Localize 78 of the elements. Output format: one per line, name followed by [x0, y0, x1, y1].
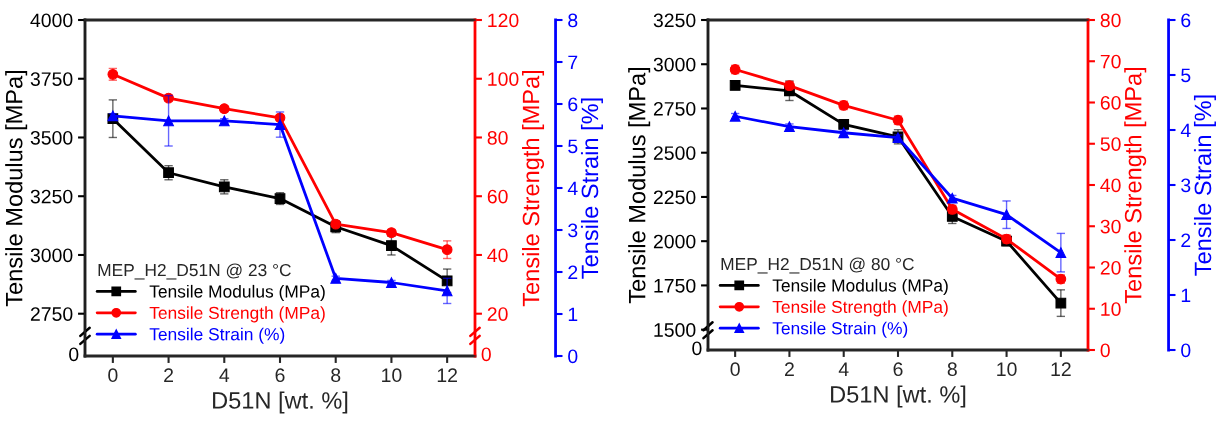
- y3-tick-label: 6: [568, 97, 578, 112]
- x-tick-label: 12: [1051, 362, 1071, 376]
- y-tick-label: 3000: [653, 57, 696, 72]
- y2-tick-label: 80: [487, 130, 508, 145]
- y3-tick-label: 2: [1181, 233, 1191, 248]
- y-tick-label: 1500: [654, 323, 696, 337]
- legend-label: Tensile Modulus (MPa): [149, 284, 325, 302]
- y3-tick-label: 0: [568, 349, 578, 364]
- x-tick-label: 6: [893, 362, 903, 377]
- y-tick-label: 2750: [30, 307, 73, 321]
- y-tick-label: 3000: [30, 248, 73, 263]
- legend-label: Tensile Modulus (MPa): [772, 278, 948, 296]
- y3-axis-title: Tensile Strain [%]: [1193, 95, 1216, 276]
- y3-tick-label: 1: [1181, 288, 1191, 303]
- x-tick-label: 6: [275, 368, 285, 383]
- x-tick-label: 10: [382, 368, 402, 383]
- y3-tick-label: 0: [1181, 343, 1191, 358]
- legend-label: Tensile Strength (MPa): [772, 300, 948, 317]
- text: 0: [69, 347, 79, 362]
- y2-tick-label: 60: [1100, 95, 1121, 110]
- x-tick-label: 4: [219, 368, 230, 382]
- x-tick-label: 0: [108, 368, 118, 383]
- y2-axis-title: Tensile Strength [MPa]: [522, 70, 545, 307]
- y3-tick-label: 3: [568, 223, 578, 238]
- y-tick-label: 3500: [30, 130, 73, 145]
- y3-tick-label: 1: [568, 307, 578, 322]
- y-tick-label: 2750: [653, 101, 696, 116]
- y-tick-label: 1750: [654, 278, 696, 293]
- y3-tick-label: 3: [1181, 178, 1191, 193]
- y2-tick-label: 50: [1100, 137, 1121, 151]
- legend-label: Tensile Strain (%): [772, 321, 908, 338]
- x-tick-label: 8: [947, 362, 957, 377]
- text: 0: [481, 347, 491, 362]
- y-tick-label: 3250: [30, 189, 73, 204]
- y-tick-label: 4000: [30, 13, 73, 28]
- y-tick-label: 3250: [653, 13, 696, 28]
- y2-tick-label: 40: [1100, 178, 1121, 193]
- y2-tick-label: 40: [487, 248, 508, 263]
- x-tick-label: 8: [331, 368, 341, 383]
- text: 0: [692, 341, 702, 356]
- y-axis-title: Tensile Modulus [MPa]: [5, 70, 28, 307]
- x-tick-label: 2: [164, 368, 173, 382]
- x-tick-label: 10: [997, 362, 1017, 377]
- y3-axis-title: Tensile Strain [%]: [580, 98, 603, 279]
- y3-tick-label: 5: [1181, 68, 1191, 83]
- y2-tick-label: 0: [1100, 343, 1110, 358]
- x-tick-label: 0: [730, 362, 740, 377]
- y3-tick-label: 2: [568, 265, 578, 280]
- y-tick-label: 2250: [653, 190, 696, 205]
- y3-tick-label: 7: [568, 55, 578, 70]
- y-axis-title: Tensile Modulus [MPa]: [628, 67, 651, 304]
- y3-tick-label: 8: [568, 13, 578, 28]
- legend-title: MEP_H2_D51N @ 23 °C: [98, 263, 291, 280]
- y3-tick-label: 6: [1181, 13, 1191, 28]
- y2-tick-label: 120: [488, 13, 519, 28]
- y2-tick-label: 70: [1100, 54, 1121, 69]
- x-tick-label: 2: [785, 362, 794, 376]
- y2-axis-title: Tensile Strength [MPa]: [1124, 67, 1147, 304]
- y2-tick-label: 10: [1101, 302, 1121, 316]
- y3-tick-label: 4: [1180, 123, 1191, 138]
- x-tick-label: 12: [437, 368, 457, 382]
- y2-tick-label: 20: [487, 307, 508, 321]
- x-axis-title: D51N [wt. %]: [831, 385, 966, 408]
- y-tick-label: 3750: [30, 72, 73, 86]
- x-axis-title: D51N [wt. %]: [213, 391, 348, 414]
- legend-label: Tensile Strain (%): [149, 327, 285, 344]
- y-tick-label: 2500: [653, 146, 696, 160]
- y2-tick-label: 20: [1100, 260, 1121, 275]
- legend-label: Tensile Strength (MPa): [149, 306, 325, 323]
- y2-tick-label: 80: [1100, 13, 1121, 28]
- x-tick-label: 4: [838, 362, 849, 376]
- legend-title: MEP_H2_D51N @ 80 °C: [721, 257, 914, 274]
- y2-tick-label: 100: [488, 72, 519, 86]
- y-tick-label: 2000: [653, 234, 696, 249]
- y2-tick-label: 60: [487, 189, 508, 204]
- y3-tick-label: 4: [567, 181, 578, 196]
- y2-tick-label: 30: [1100, 219, 1121, 234]
- y3-tick-label: 5: [568, 139, 578, 154]
